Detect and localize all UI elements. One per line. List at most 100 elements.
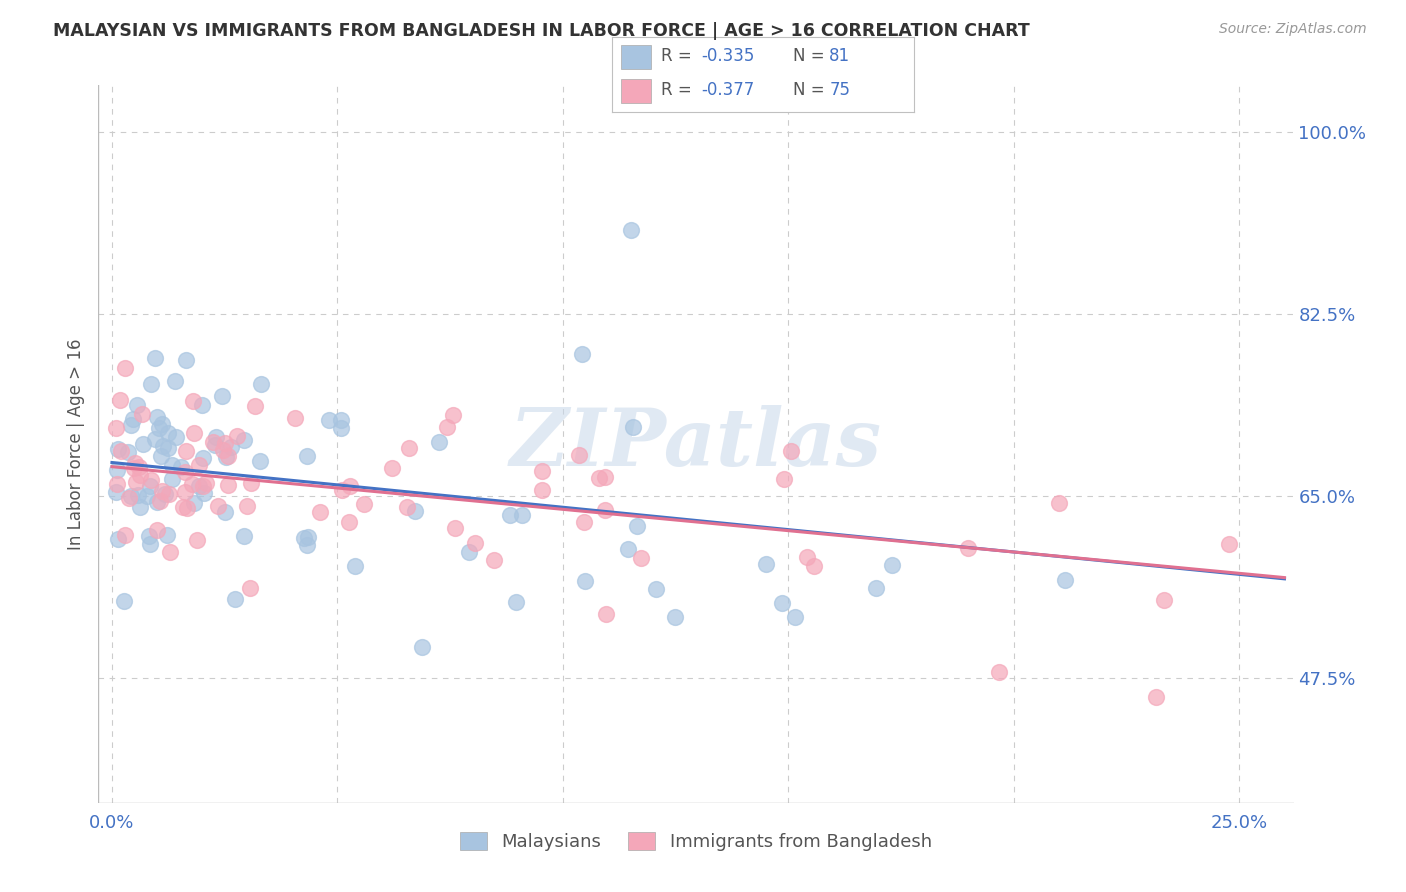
- Point: [337, 515, 360, 529]
- Point: [150, 484, 173, 499]
- Point: [239, 582, 262, 596]
- Point: [510, 508, 533, 523]
- Point: [249, 454, 271, 468]
- Point: [105, 485, 128, 500]
- Point: [176, 500, 198, 515]
- Point: [157, 486, 180, 500]
- Point: [292, 531, 315, 545]
- Point: [588, 471, 610, 485]
- Point: [143, 432, 166, 446]
- Point: [217, 449, 239, 463]
- Point: [219, 440, 242, 454]
- Point: [233, 433, 256, 447]
- Point: [128, 500, 150, 515]
- Point: [148, 421, 170, 435]
- Point: [1153, 592, 1175, 607]
- Point: [139, 479, 162, 493]
- Legend: Malaysians, Immigrants from Bangladesh: Malaysians, Immigrants from Bangladesh: [453, 824, 939, 858]
- Point: [1218, 537, 1240, 551]
- Point: [464, 536, 486, 550]
- Text: -0.335: -0.335: [700, 47, 754, 65]
- Point: [404, 504, 426, 518]
- Point: [225, 429, 247, 443]
- Point: [796, 549, 818, 564]
- Point: [780, 444, 803, 458]
- Point: [458, 544, 481, 558]
- Point: [166, 429, 188, 443]
- Point: [626, 519, 648, 533]
- Point: [172, 500, 194, 514]
- Point: [181, 394, 204, 409]
- Point: [568, 448, 591, 462]
- Point: [112, 593, 135, 607]
- Point: [160, 458, 183, 472]
- Point: [770, 596, 793, 610]
- Point: [1053, 573, 1076, 587]
- Text: ZIPatlas: ZIPatlas: [510, 405, 882, 483]
- Point: [803, 558, 825, 573]
- Point: [146, 524, 169, 538]
- Point: [330, 483, 353, 497]
- Point: [157, 441, 180, 455]
- Point: [1144, 690, 1167, 705]
- Point: [124, 460, 146, 475]
- Point: [427, 434, 450, 449]
- Point: [295, 449, 318, 463]
- Point: [193, 486, 215, 500]
- Point: [572, 515, 595, 529]
- Point: [122, 412, 145, 426]
- Point: [297, 530, 319, 544]
- Point: [107, 463, 129, 477]
- Point: [236, 500, 259, 514]
- Point: [174, 444, 197, 458]
- Point: [107, 532, 129, 546]
- Text: -0.377: -0.377: [700, 81, 754, 99]
- Point: [395, 500, 418, 515]
- Text: 81: 81: [830, 47, 851, 65]
- Point: [593, 503, 616, 517]
- Point: [330, 413, 353, 427]
- Point: [444, 521, 467, 535]
- Point: [344, 559, 367, 574]
- Point: [284, 411, 307, 425]
- Point: [215, 450, 238, 464]
- Point: [139, 473, 162, 487]
- Point: [644, 582, 666, 596]
- Text: Source: ZipAtlas.com: Source: ZipAtlas.com: [1219, 22, 1367, 37]
- Point: [157, 426, 180, 441]
- Point: [117, 444, 139, 458]
- Point: [211, 442, 233, 457]
- Point: [125, 475, 148, 489]
- Point: [353, 497, 375, 511]
- Point: [139, 377, 162, 392]
- Point: [207, 500, 229, 514]
- Point: [530, 483, 553, 497]
- Point: [170, 460, 193, 475]
- Point: [149, 449, 172, 463]
- Point: [243, 400, 266, 414]
- Point: [571, 347, 593, 361]
- Point: [987, 665, 1010, 679]
- Text: 75: 75: [830, 81, 851, 99]
- Text: N =: N =: [793, 81, 830, 99]
- Point: [630, 551, 652, 566]
- Point: [755, 557, 778, 571]
- Point: [174, 484, 197, 499]
- Point: [128, 460, 150, 475]
- Point: [224, 591, 246, 606]
- Point: [149, 494, 172, 508]
- Point: [574, 574, 596, 589]
- Point: [150, 417, 173, 432]
- Point: [531, 464, 554, 478]
- Point: [108, 393, 131, 408]
- Point: [411, 640, 433, 655]
- Point: [956, 541, 979, 556]
- Point: [110, 444, 132, 458]
- Point: [621, 419, 644, 434]
- Point: [443, 409, 465, 423]
- Point: [381, 461, 404, 475]
- Point: [187, 479, 209, 493]
- Point: [146, 495, 169, 509]
- Point: [183, 426, 205, 441]
- Point: [617, 541, 640, 556]
